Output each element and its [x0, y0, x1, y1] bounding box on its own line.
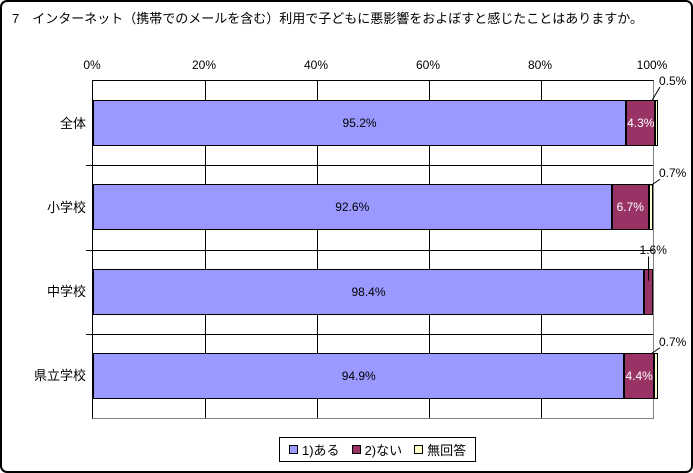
callout-label: 0.7% [659, 166, 687, 181]
bar-segment-1)ある: 92.6% [93, 184, 612, 231]
x-axis-tick-label: 40% [303, 58, 329, 72]
legend: 1)ある 2)ない 無回答 [279, 437, 477, 462]
gridline-vertical [205, 81, 206, 418]
callout-label: 0.7% [659, 334, 687, 349]
gridline-vertical [541, 81, 542, 418]
bar-小学校: 92.6% 6.7% [93, 184, 653, 231]
legend-label: 2)ない [364, 443, 403, 458]
data-label: 98.4% [351, 284, 386, 299]
legend-swatch-1)ある [289, 445, 298, 454]
category-axis-tick [86, 250, 93, 251]
bar-県立学校: 94.9% 4.4% [93, 352, 658, 399]
bar-segment-2)ない: 4.3% [626, 100, 656, 147]
gridline-vertical [429, 81, 430, 418]
bar-segment-無回答 [653, 352, 658, 399]
data-label: 95.2% [342, 116, 377, 131]
x-axis-tick-label: 20% [191, 58, 217, 72]
legend-label: 1)ある [302, 443, 340, 458]
callout-label: 0.5% [659, 74, 687, 88]
bar-segment-1)ある: 94.9% [93, 352, 625, 399]
category-separator-line [93, 334, 653, 335]
plot-area: 95.2% 4.3% 0.5% 92.6% 6.7% 0.7% 98.4% 1.6% 94.9%… [86, 74, 686, 419]
x-axis-tick-label: 60% [415, 58, 441, 72]
legend-swatch-2)ない [351, 445, 361, 454]
chart-title: 7 インターネット（携帯でのメールを含む）利用で子どもに悪影響をおよぼすと感じた… [12, 11, 643, 26]
category-label: 県立学校 [33, 368, 86, 384]
bar-segment-2)ない [644, 268, 653, 315]
bar-segment-1)ある: 98.4% [93, 268, 645, 315]
x-axis-tick-label: 80% [527, 58, 553, 72]
data-label: 4.4% [625, 368, 653, 383]
category-label: 全体 [59, 115, 86, 131]
category-label: 小学校 [46, 199, 86, 215]
category-axis-tick [86, 334, 93, 335]
category-separator-line [93, 250, 653, 251]
category-label: 中学校 [46, 284, 86, 300]
bar-segment-1)ある: 95.2% [93, 100, 627, 147]
bar-中学校: 98.4% [93, 268, 653, 315]
data-label: 6.7% [616, 200, 644, 215]
bar-segment-無回答 [655, 100, 659, 147]
x-axis-tick-label: 100% [636, 58, 668, 72]
legend-label: 無回答 [427, 443, 467, 458]
legend-item: 無回答 [414, 440, 466, 459]
data-label: 92.6% [335, 200, 370, 215]
bar-segment-2)ない: 6.7% [611, 184, 650, 231]
bar-segment-無回答 [649, 184, 653, 231]
category-axis-tick [86, 165, 93, 166]
x-axis-tick-label: 0% [83, 58, 101, 72]
data-label: 4.3% [627, 116, 655, 131]
callout-label: 1.6% [639, 242, 667, 257]
category-separator-line [93, 165, 653, 166]
gridline-vertical [317, 81, 318, 418]
legend-item: 1)ある [289, 440, 340, 459]
legend-swatch-無回答 [414, 445, 424, 454]
data-label: 94.9% [341, 368, 376, 383]
bar-全体: 95.2% 4.3% [93, 100, 659, 147]
bar-segment-2)ない: 4.4% [624, 352, 654, 399]
legend-item: 2)ない [351, 440, 403, 459]
leader-line [651, 86, 661, 102]
